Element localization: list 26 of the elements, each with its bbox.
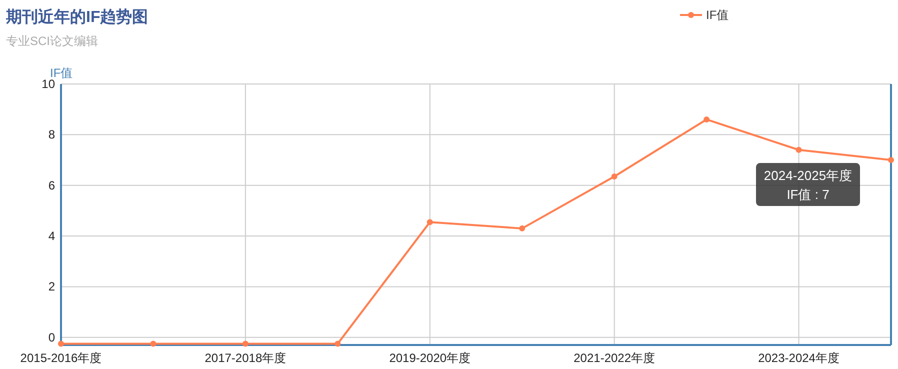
point <box>242 340 248 347</box>
y-axis-title: IF值 <box>50 66 73 80</box>
chart-title: 期刊近年的IF趋势图 <box>5 8 148 26</box>
y-tick-label: 4 <box>48 229 56 244</box>
x-tick-label: 2017-2018年度 <box>204 351 286 365</box>
chart-subtitle: 专业SCI论文编辑 <box>6 34 98 48</box>
point <box>58 340 64 347</box>
x-tick-label: 2015-2016年度 <box>20 351 102 365</box>
x-tick-label: 2021-2022年度 <box>574 351 656 365</box>
point <box>888 157 894 164</box>
y-tick-label: 0 <box>48 330 56 344</box>
annotation: 2024-2025年度 IF值 : 7 <box>764 168 852 202</box>
point <box>611 173 618 180</box>
point <box>150 340 156 347</box>
point <box>519 225 526 232</box>
point <box>704 116 710 122</box>
y-tick-label: 10 <box>42 77 56 91</box>
x-tick-label: 2023-2024年度 <box>758 351 840 365</box>
y-tick-label: 2 <box>48 280 56 294</box>
legend-label: IF值 <box>706 8 729 22</box>
point <box>796 146 802 153</box>
point <box>426 219 433 226</box>
x-tick-label: 2019-2020年度 <box>389 351 471 365</box>
y-tick-label: 6 <box>48 178 56 192</box>
y-tick-label: 8 <box>48 128 56 142</box>
point <box>334 340 341 347</box>
